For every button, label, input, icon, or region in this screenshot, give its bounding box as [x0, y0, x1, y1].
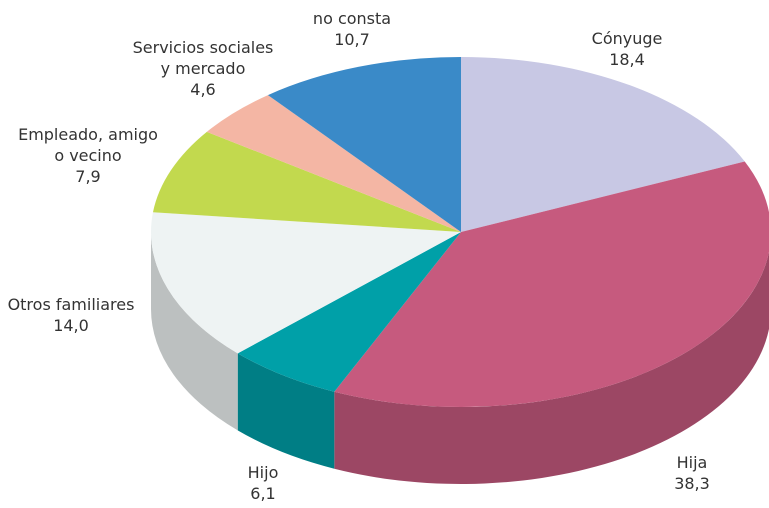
slice-label: Servicios sociales y mercado 4,6 — [133, 37, 274, 100]
category-label: Cónyuge — [591, 29, 663, 48]
category-label: Servicios sociales y mercado — [132, 38, 274, 78]
slice — [150, 212, 461, 354]
value-label: 7,9 — [75, 167, 101, 186]
slice-label: Otros familiares 14,0 — [8, 294, 135, 336]
slice-label: Hijo 6,1 — [248, 462, 279, 504]
category-label: Hijo — [247, 463, 279, 482]
slice-label: Cónyuge 18,4 — [592, 28, 663, 70]
slice-label: Hija 38,3 — [674, 452, 710, 494]
slice — [461, 57, 745, 232]
slice-side — [334, 251, 769, 484]
slice — [206, 95, 461, 233]
slice-side — [151, 232, 238, 431]
category-label: Empleado, amigo o vecino — [18, 125, 158, 165]
category-label: Hija — [676, 453, 708, 472]
slice — [237, 232, 461, 392]
slice-label: Empleado, amigo o vecino 7,9 — [18, 124, 158, 187]
value-label: 10,7 — [334, 30, 370, 49]
category-label: no consta — [312, 9, 392, 28]
value-label: 14,0 — [53, 316, 89, 335]
value-label: 18,4 — [609, 50, 645, 69]
value-label: 6,1 — [250, 484, 276, 503]
category-label: Otros familiares — [7, 295, 135, 314]
value-label: 4,6 — [190, 80, 216, 99]
slice — [152, 131, 461, 232]
slice-side — [237, 353, 335, 469]
slice — [334, 161, 769, 407]
value-label: 38,3 — [674, 474, 710, 493]
slice — [267, 57, 461, 232]
slice-label: no consta 10,7 — [313, 8, 391, 50]
